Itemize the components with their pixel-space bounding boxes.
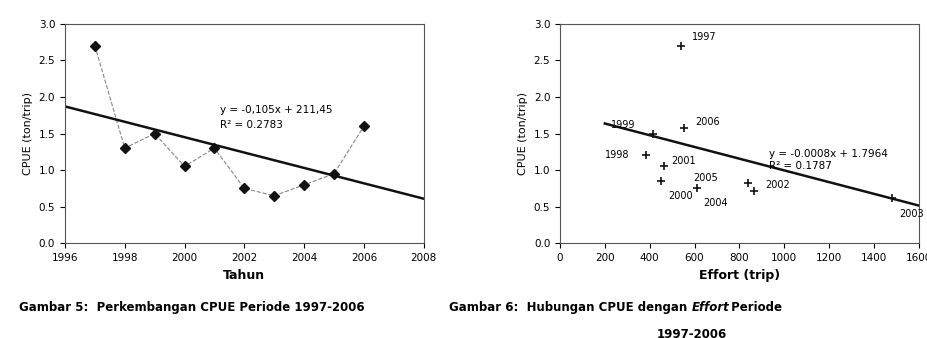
Text: 2002: 2002 — [764, 180, 789, 190]
Text: Periode: Periode — [726, 301, 781, 314]
Y-axis label: CPUE (ton/trip): CPUE (ton/trip) — [517, 92, 527, 175]
X-axis label: Effort (trip): Effort (trip) — [698, 269, 779, 282]
X-axis label: Tahun: Tahun — [223, 269, 265, 282]
Text: 1997-2006: 1997-2006 — [655, 328, 726, 338]
Text: 2006: 2006 — [695, 117, 719, 127]
Text: y = -0.0008x + 1.7964: y = -0.0008x + 1.7964 — [768, 149, 886, 159]
Text: R² = 0.2783: R² = 0.2783 — [221, 120, 283, 130]
Text: 2004: 2004 — [703, 198, 728, 209]
Text: 2000: 2000 — [667, 191, 692, 201]
Text: 1999: 1999 — [611, 120, 635, 130]
Text: 1997: 1997 — [692, 32, 716, 42]
Text: 2003: 2003 — [897, 210, 922, 219]
Text: R² = 0.1787: R² = 0.1787 — [768, 161, 831, 171]
Text: 2001: 2001 — [670, 156, 695, 166]
Text: Gambar 6:  Hubungan CPUE dengan Effort Periode: Gambar 6: Hubungan CPUE dengan Effort Pe… — [523, 301, 858, 314]
Text: y = -0,105x + 211,45: y = -0,105x + 211,45 — [221, 105, 333, 115]
Y-axis label: CPUE (ton/trip): CPUE (ton/trip) — [23, 92, 33, 175]
Text: Gambar 6:  Hubungan CPUE dengan: Gambar 6: Hubungan CPUE dengan — [449, 301, 691, 314]
Text: 1998: 1998 — [604, 150, 629, 160]
Text: Effort: Effort — [691, 301, 729, 314]
Text: 2005: 2005 — [692, 172, 717, 183]
Text: Gambar 5:  Perkembangan CPUE Periode 1997-2006: Gambar 5: Perkembangan CPUE Periode 1997… — [19, 301, 363, 314]
